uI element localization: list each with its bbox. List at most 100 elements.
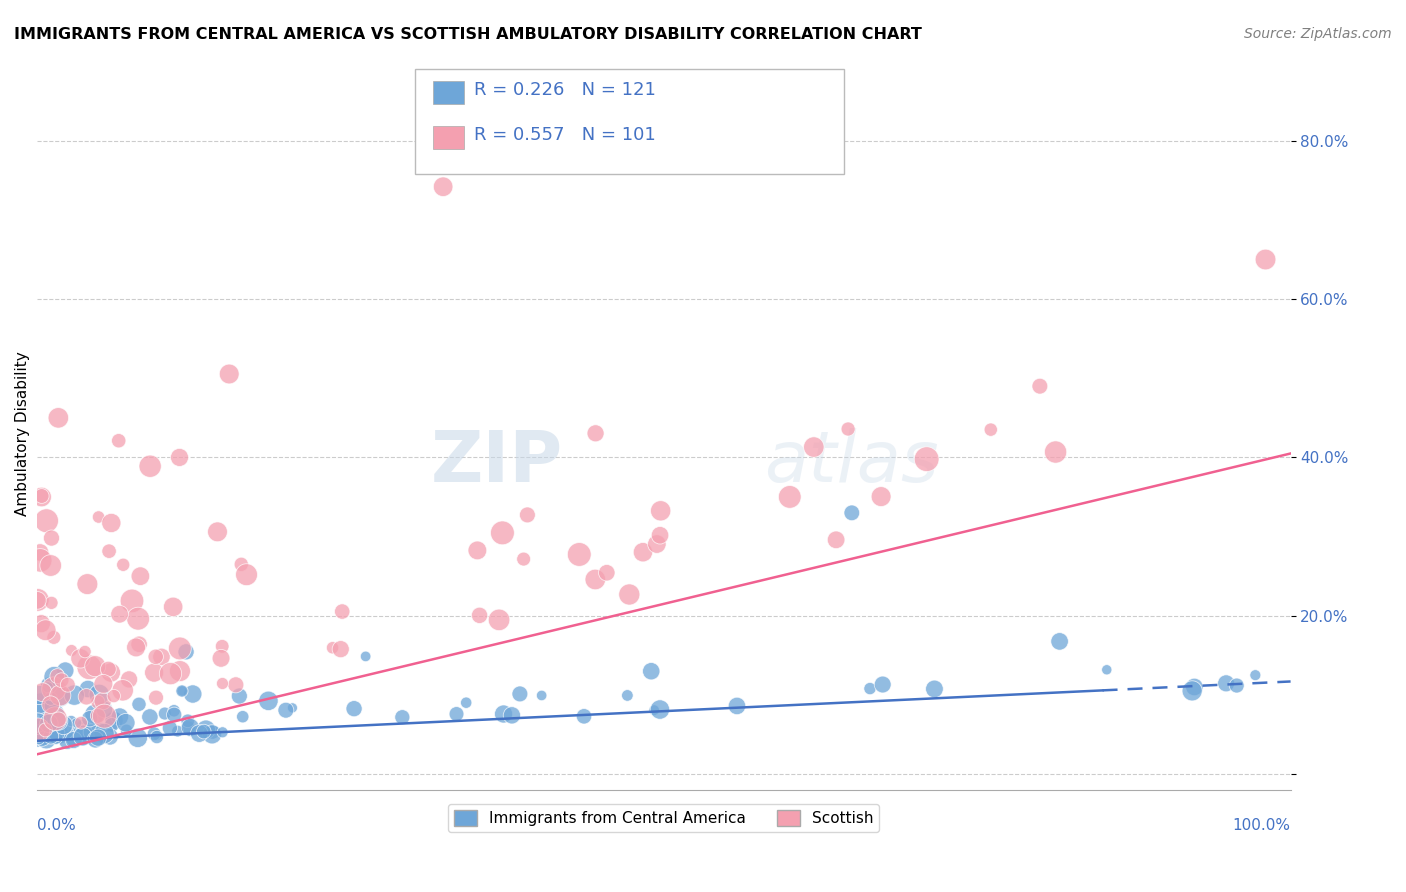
Point	[28, 732, 51, 747]
Point	[129, 569, 152, 583]
Point	[218, 367, 240, 381]
Point	[100, 665, 122, 680]
Point	[211, 640, 233, 654]
Point	[79, 712, 101, 726]
Point	[207, 524, 229, 539]
Point	[87, 731, 110, 745]
Point	[83, 707, 105, 722]
Point	[72, 719, 94, 733]
Y-axis label: Ambulatory Disability: Ambulatory Disability	[15, 351, 30, 516]
Point	[232, 709, 254, 723]
Text: IMMIGRANTS FROM CENTRAL AMERICA VS SCOTTISH AMBULATORY DISABILITY CORRELATION CH: IMMIGRANTS FROM CENTRAL AMERICA VS SCOTT…	[14, 27, 922, 42]
Point	[572, 709, 595, 723]
Point	[115, 723, 138, 738]
Point	[169, 450, 191, 465]
Point	[27, 715, 49, 730]
Point	[616, 689, 638, 703]
Legend: Immigrants from Central America, Scottish: Immigrants from Central America, Scottis…	[449, 804, 880, 832]
Point	[211, 676, 233, 690]
Point	[27, 731, 49, 745]
Point	[257, 694, 280, 708]
Point	[63, 688, 86, 702]
Point	[87, 510, 110, 524]
Point	[188, 726, 211, 740]
Point	[51, 673, 73, 688]
Point	[145, 649, 167, 664]
Point	[179, 721, 201, 735]
Point	[41, 596, 63, 610]
Point	[39, 691, 62, 706]
Point	[1226, 679, 1249, 693]
Point	[596, 566, 619, 580]
Point	[121, 594, 143, 608]
Point	[648, 702, 671, 716]
Point	[41, 531, 63, 545]
Point	[45, 731, 67, 745]
Text: atlas: atlas	[763, 427, 939, 497]
Point	[166, 724, 188, 739]
Point	[70, 715, 93, 730]
Point	[103, 689, 125, 703]
Point	[49, 689, 72, 703]
Point	[103, 714, 125, 728]
Point	[177, 721, 200, 735]
Point	[75, 690, 97, 704]
Point	[34, 623, 56, 637]
Point	[125, 640, 148, 655]
Point	[837, 422, 859, 436]
Point	[31, 725, 53, 739]
Point	[648, 528, 671, 542]
Point	[35, 731, 58, 746]
Point	[30, 616, 52, 631]
Point	[145, 690, 167, 705]
Point	[35, 514, 58, 528]
Point	[488, 613, 510, 627]
Point	[53, 664, 76, 678]
Point	[1244, 668, 1267, 682]
Point	[1215, 676, 1237, 690]
Point	[143, 665, 166, 680]
Point	[97, 662, 120, 676]
Point	[108, 709, 131, 723]
Point	[159, 721, 181, 735]
Point	[111, 683, 134, 698]
Point	[274, 703, 297, 717]
Point	[37, 721, 59, 735]
Point	[56, 678, 79, 692]
Point	[39, 729, 62, 743]
Point	[44, 728, 66, 742]
Point	[163, 704, 186, 718]
Point	[193, 724, 215, 739]
Point	[146, 728, 169, 742]
Point	[69, 651, 91, 665]
Point	[100, 516, 122, 530]
Point	[84, 732, 107, 747]
Point	[70, 727, 93, 741]
Point	[354, 649, 377, 664]
Point	[645, 537, 668, 551]
Point	[62, 732, 84, 747]
Point	[60, 714, 83, 728]
Point	[87, 695, 110, 709]
Point	[44, 670, 66, 684]
Point	[79, 660, 101, 674]
Point	[143, 727, 166, 741]
Point	[31, 490, 53, 504]
Point	[329, 642, 352, 657]
Point	[194, 723, 217, 737]
Point	[128, 637, 150, 651]
Point	[34, 724, 56, 739]
Point	[91, 694, 114, 708]
Point	[44, 706, 66, 721]
Point	[31, 730, 53, 744]
Point	[825, 533, 848, 547]
Text: R = 0.557   N = 101: R = 0.557 N = 101	[474, 126, 655, 144]
Point	[98, 730, 121, 744]
Point	[491, 525, 513, 540]
Point	[1029, 379, 1052, 393]
Point	[172, 684, 194, 698]
Point	[72, 730, 94, 744]
Point	[72, 728, 94, 742]
Point	[181, 687, 204, 701]
Point	[924, 681, 946, 696]
